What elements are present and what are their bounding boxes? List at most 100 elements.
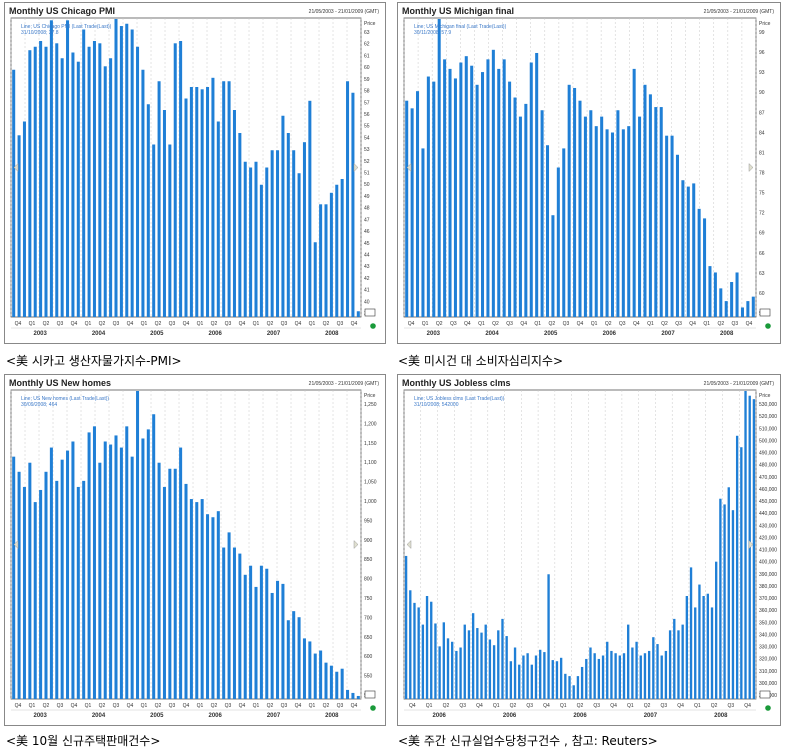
y-tick-label: 49 [364,194,370,200]
quarter-label: Q4 [71,321,78,327]
data-bar [206,514,210,699]
data-bar [421,624,425,699]
data-bar [556,167,560,317]
data-bar [730,282,734,317]
y-tick-label: 46 [364,229,370,235]
y-tick-label: 99 [759,30,765,36]
data-bar [656,644,659,699]
data-bar [200,499,204,699]
quarter-label: Q3 [660,703,667,709]
data-bar [501,618,504,699]
quarter-label: Q1 [493,703,500,709]
quarter-label: Q4 [351,321,358,327]
data-bar [103,66,107,317]
quarter-label: Q4 [295,703,302,709]
data-bar [413,602,416,699]
data-bar [173,43,177,318]
quarter-label: Q4 [476,703,483,709]
quarter-label: Q2 [99,703,106,709]
data-bar [486,59,490,317]
data-bar [573,87,577,317]
year-label: 2008 [720,331,734,337]
data-bar [297,173,301,317]
data-bar [17,135,21,317]
data-bar [416,91,420,317]
zoom-icon [759,690,771,699]
y-tick-label: 48 [364,206,370,212]
data-bar [130,456,134,699]
data-bar [162,110,166,317]
data-bar [539,649,542,699]
year-label: 2007 [661,331,675,337]
data-bar [681,624,684,699]
data-bar [232,547,236,699]
data-bar [622,653,626,699]
zoom-icon [364,308,376,317]
quarter-label: Q2 [577,703,584,709]
data-bar [751,296,755,317]
quarter-label: Q4 [183,703,190,709]
quarter-label: Q1 [591,321,598,327]
data-bar [276,580,280,699]
year-label: 2008 [325,331,339,337]
data-bar [443,59,447,317]
data-bar [55,43,59,318]
caption-michigan-sentiment: <美 미시건 대 소비자심리지수> [398,354,563,368]
data-bar [453,78,457,317]
plot-frame [403,389,757,700]
y-tick-label: 51 [364,171,370,177]
data-bar [76,486,80,699]
quarter-label: Q3 [169,703,176,709]
y-tick-label: 57 [364,100,370,106]
data-bar [60,459,64,699]
chart-svg: Monthly US New homes 21/05/2003 - 21/01/2… [9,378,379,719]
legend-line: Line; US Chicago PMI (Last Trade(Last)) [21,24,112,30]
year-label: 2008 [325,713,339,719]
y-tick-label: 55 [364,124,370,130]
data-bar [529,62,533,317]
data-bar [162,486,166,699]
data-bar [518,116,522,317]
data-bar [654,107,658,317]
legend-value: 31/10/2008; 37.8 [21,30,59,36]
year-label: 2003 [33,713,47,719]
data-bar [492,645,496,699]
y-tick-label: 600 [364,654,373,660]
quarter-label: Q2 [323,703,330,709]
status-dot-icon [370,705,376,711]
data-bar [635,641,638,699]
data-bar [254,586,258,699]
data-bar [706,593,709,699]
data-bar [136,46,140,317]
data-bar [547,574,550,699]
data-bar [576,676,580,699]
data-bar [39,489,43,699]
data-bar [610,650,613,699]
quarter-label: Q3 [526,703,533,709]
date-range: 21/05/2003 - 21/01/2009 (GMT) [704,9,775,15]
data-bar [109,444,113,699]
data-bar [12,456,16,699]
data-bar [610,132,615,317]
data-bar [254,161,258,317]
data-bar [697,208,701,317]
data-bar [146,104,150,317]
data-bar [639,655,642,699]
data-bar [564,673,567,699]
data-bar [302,638,306,699]
y-tick-label: 44 [364,252,370,258]
data-bar [195,502,199,699]
data-bar [286,620,290,699]
quarter-label: Q3 [337,703,344,709]
y-tick-label: 84 [759,130,765,136]
quarter-label: Q2 [99,321,106,327]
data-bar [319,204,323,317]
quarter-label: Q4 [183,321,190,327]
data-bar [313,242,317,317]
data-bar [146,429,150,699]
y-tick-label: 310,000 [759,669,777,675]
y-tick-label: 340,000 [759,632,777,638]
data-bar [589,110,593,318]
data-bar [60,58,64,317]
data-bar [567,84,571,317]
